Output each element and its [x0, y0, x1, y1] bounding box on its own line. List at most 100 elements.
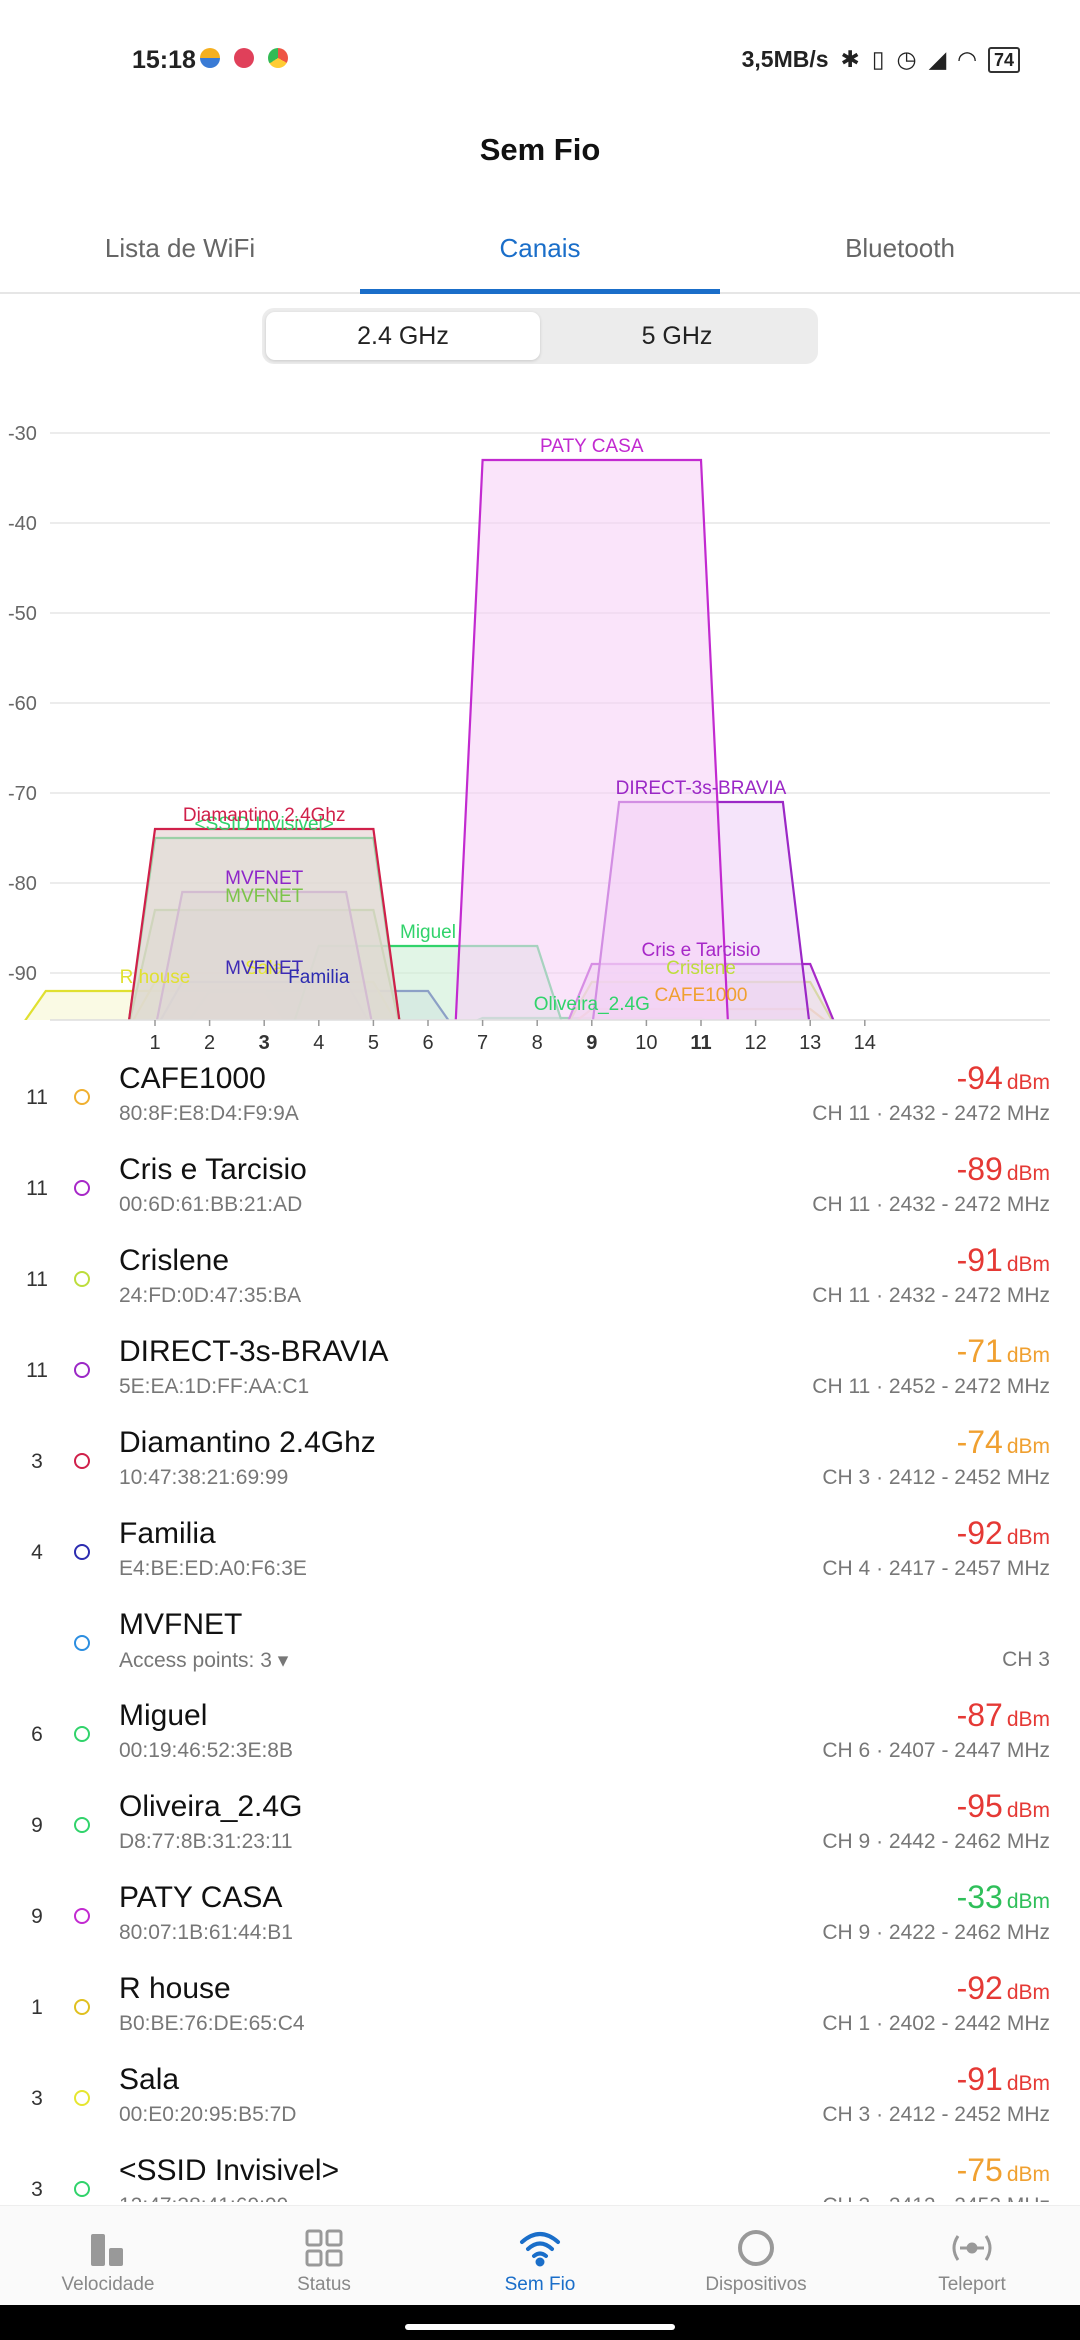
signal-unit: dBm	[1006, 1981, 1050, 2004]
signal-icon: ◢	[928, 46, 947, 72]
signal-unit: dBm	[1006, 1071, 1050, 1094]
network-row[interactable]: MVFNET Access points: 3 ▾ CH 3	[0, 1596, 1080, 1687]
weather-icon	[200, 48, 220, 68]
network-mac: 10:47:38:21:69:99	[119, 1466, 289, 1489]
nav-status[interactable]: Status	[216, 2206, 432, 2306]
y-tick-label: -40	[8, 513, 37, 535]
status-right: 3,5MB/s ✱ ▯ ◷ ◢ ◠ 74	[742, 46, 1020, 73]
network-row[interactable]: 1 R house B0:BE:76:DE:65:C4 -92 dBm CH 1 · 24…	[0, 1960, 1080, 2051]
signal-strength: -92 dBm	[957, 1970, 1050, 2007]
signal-strength: -95 dBm	[957, 1788, 1050, 1825]
x-tick-label: 3	[259, 1032, 270, 1054]
x-tick-label: 9	[586, 1032, 597, 1054]
signal-strength: -91 dBm	[957, 2061, 1050, 2098]
signal-dbm: -92	[956, 1970, 1003, 2006]
network-curve-label: Oliveira_2.4G	[534, 994, 650, 1015]
nav-speed[interactable]: Velocidade	[0, 2206, 216, 2306]
network-ssid: CAFE1000	[119, 1062, 266, 1095]
network-curve-label: CAFE1000	[655, 985, 748, 1006]
network-mac: 00:6D:61:BB:21:AD	[119, 1193, 303, 1216]
network-frequency: CH 9 · 2442 - 2462 MHz	[822, 1830, 1050, 1853]
network-row[interactable]: 3 <SSID Invisivel> 12:47:38:41:69:99 -75dBm…	[0, 2142, 1080, 2202]
network-row[interactable]: 6 Miguel 00:19:46:52:3E:8B -87 dBm CH 6 · 240…	[0, 1687, 1080, 1778]
channel-number: 11	[26, 1086, 48, 1109]
battery-icon: 74	[987, 46, 1020, 73]
x-tick-label: 7	[477, 1032, 488, 1054]
channel-number: 3	[31, 1450, 43, 1473]
signal-unit: dBm	[1006, 2072, 1050, 2095]
channel-number: 9	[31, 1814, 43, 1837]
network-curve-label: PATY CASA	[540, 436, 644, 457]
signal-unit: dBm	[1006, 1799, 1050, 1822]
signal-unit: dBm	[1006, 1890, 1050, 1913]
network-curve-label: MVFNET	[225, 886, 304, 907]
network-mac: 12:47:38:41:69:99	[119, 2194, 288, 2202]
bottom-nav: Velocidade Status Sem Fio Dispositivos T…	[0, 2205, 1080, 2306]
tab-wifi-list[interactable]: Lista de WiFi	[104, 233, 256, 263]
network-frequency: CH 3	[1002, 1648, 1050, 1671]
network-ssid: Familia	[119, 1517, 216, 1550]
signal-dbm: -91	[956, 2061, 1003, 2097]
network-color-ring-icon	[74, 1180, 90, 1196]
wifi-status-icon: ◠	[958, 46, 976, 72]
network-row[interactable]: 11 CAFE1000 80:8F:E8:D4:F9:9A -94 dBm CH 11 ·…	[0, 1050, 1080, 1141]
network-ssid: Sala	[119, 2063, 180, 2096]
status-time: 15:18	[132, 46, 196, 74]
network-row[interactable]: 11 DIRECT-3s-BRAVIA 5E:EA:1D:FF:AA:C1 -71 dB…	[0, 1323, 1080, 1414]
tab-channels[interactable]: Canais	[360, 210, 720, 294]
signal-strength: -71 dBm	[957, 1333, 1050, 1370]
network-color-ring-icon	[74, 2181, 90, 2197]
network-mac: Access points: 3 ▾	[119, 1649, 289, 1672]
x-tick-label: 1	[149, 1032, 160, 1054]
network-row[interactable]: 3 Sala 00:E0:20:95:B5:7D -91 dBm CH 3 · 2412 …	[0, 2051, 1080, 2142]
signal-dbm: -89	[956, 1151, 1003, 1187]
nav-devices[interactable]: Dispositivos	[648, 2206, 864, 2306]
grid-icon	[305, 2229, 343, 2267]
network-frequency: CH 6 · 2407 - 2447 MHz	[822, 1739, 1050, 1762]
signal-strength: -89 dBm	[957, 1151, 1050, 1188]
tab-bluetooth[interactable]: Bluetooth	[845, 233, 955, 263]
home-indicator[interactable]	[405, 2324, 675, 2330]
signal-unit: dBm	[1006, 1344, 1050, 1367]
network-frequency: CH 3 · 2412 - 2452 MHz	[822, 1466, 1050, 1489]
network-curve-label: Familia	[288, 967, 350, 988]
signal-dbm: -95	[956, 1788, 1003, 1824]
nav-wireless[interactable]: Sem Fio	[432, 2206, 648, 2306]
network-curve-label: Crislene	[666, 958, 736, 979]
signal-strength: -33 dBm	[957, 1879, 1050, 1916]
y-tick-label: -60	[8, 693, 37, 715]
network-frequency: CH 11 · 2432 - 2472 MHz	[812, 1102, 1050, 1125]
network-row[interactable]: 3 Diamantino 2.4Ghz 10:47:38:21:69:99 -74 dB…	[0, 1414, 1080, 1505]
network-ssid: Crislene	[119, 1244, 230, 1277]
nav-teleport[interactable]: Teleport	[864, 2206, 1080, 2306]
network-curve-label: <SSID Invisivel>	[194, 814, 333, 835]
network-row[interactable]: 9 Oliveira_2.4G D8:77:8B:31:23:11 -95 dBm CH …	[0, 1778, 1080, 1869]
network-color-ring-icon	[74, 1999, 90, 2015]
network-speed: 3,5MB/s	[741, 46, 829, 72]
network-row[interactable]: 4 Familia E4:BE:ED:A0:F6:3E -92 dBm CH 4 · 24…	[0, 1505, 1080, 1596]
network-frequency: CH 4 · 2417 - 2457 MHz	[822, 1557, 1050, 1580]
y-tick-label: -80	[8, 873, 37, 895]
network-curve-label: Miguel	[400, 922, 456, 943]
network-row[interactable]: 11 Crislene 24:FD:0D:47:35:BA -91 dBm CH 11 ·…	[0, 1232, 1080, 1323]
band-5ghz-button[interactable]: 5 GHz	[641, 322, 713, 350]
network-mac: 24:FD:0D:47:35:BA	[119, 1284, 302, 1307]
network-color-ring-icon	[74, 1544, 90, 1560]
signal-unit: dBm	[1006, 1435, 1050, 1458]
signal-dbm: -91	[956, 1242, 1003, 1278]
signal-dbm: -33	[956, 1879, 1003, 1915]
network-color-ring-icon	[74, 1362, 90, 1378]
band-24ghz-button[interactable]: 2.4 GHz	[266, 312, 540, 360]
network-row[interactable]: 11 Cris e Tarcisio 00:6D:61:BB:21:AD -89 dBm…	[0, 1141, 1080, 1232]
network-color-ring-icon	[74, 1089, 90, 1105]
network-color-ring-icon	[74, 1635, 90, 1651]
x-tick-label: 8	[532, 1032, 543, 1054]
nav-speed-label: Velocidade	[61, 2274, 155, 2295]
app-notification-icon	[234, 48, 254, 68]
channel-number: 11	[26, 1177, 48, 1200]
network-curve-label: R house	[120, 967, 191, 988]
network-curve-label: Cris e Tarcisio	[642, 940, 761, 961]
axis-mask	[0, 1020, 1080, 1060]
channel-number: 3	[31, 2178, 43, 2201]
network-row[interactable]: 9 PATY CASA 80:07:1B:61:44:B1 -33 dBm CH 9 · …	[0, 1869, 1080, 1960]
